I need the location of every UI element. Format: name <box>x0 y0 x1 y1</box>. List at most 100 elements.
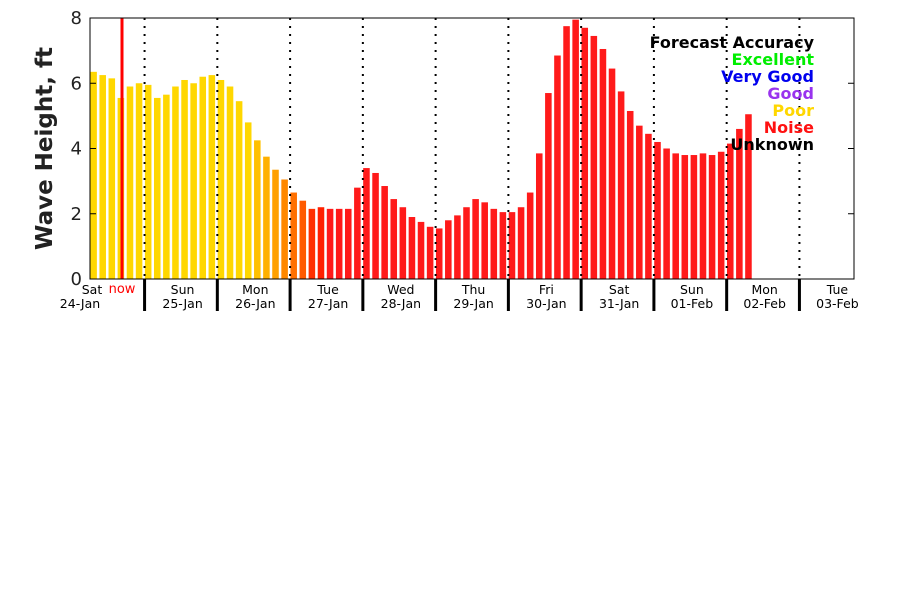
y-axis: 0 2 4 6 8 <box>71 8 854 290</box>
wave-bar <box>654 141 661 279</box>
wave-bar <box>672 153 679 279</box>
wave-bar <box>217 79 225 280</box>
wave-bar <box>517 207 525 279</box>
legend-item-label: Poor <box>772 101 814 120</box>
x-tick-label-date: 25-Jan <box>162 296 202 311</box>
legend-item-label: Good <box>767 84 814 103</box>
wave-bar <box>608 68 616 279</box>
x-tick-label-date: 01-Feb <box>671 296 714 311</box>
wave-bar <box>708 155 716 279</box>
x-tick-label-weekday: Tue <box>316 282 339 297</box>
wave-bar <box>144 84 152 279</box>
wave-bar <box>736 128 743 279</box>
wave-bar <box>726 143 734 279</box>
wave-bar <box>445 220 452 279</box>
wave-bar <box>308 208 316 279</box>
wave-bar <box>281 179 288 279</box>
wave-bar <box>599 48 607 279</box>
wave-bar <box>499 212 507 279</box>
wave-bar <box>581 27 589 279</box>
x-tick-label-weekday: Wed <box>387 282 414 297</box>
wave-bar <box>272 169 279 279</box>
x-tick-label-date: 28-Jan <box>381 296 421 311</box>
wave-bar <box>454 215 461 279</box>
wave-bar <box>181 79 188 280</box>
x-tick-label-date: 02-Feb <box>743 296 786 311</box>
legend-item-label: Very Good <box>721 67 814 86</box>
x-tick-label-date: 30-Jan <box>526 296 566 311</box>
wave-bar <box>372 172 379 279</box>
wave-bar <box>153 97 161 280</box>
wave-bar <box>163 94 170 279</box>
y-axis-label: Wave Height, ft <box>32 47 58 250</box>
wave-bar <box>526 192 534 279</box>
x-axis: Sat24-JanSun25-JanMon26-JanTue27-JanWed2… <box>60 279 859 311</box>
wave-bar <box>490 208 498 279</box>
wave-bar <box>690 155 698 279</box>
wave-bar <box>435 228 443 279</box>
legend-item-label: Excellent <box>732 50 815 69</box>
wave-bar <box>172 86 179 279</box>
day-divider-layer <box>143 18 801 279</box>
wave-bar <box>663 148 670 279</box>
wave-bar <box>508 212 516 279</box>
wave-bar <box>545 93 552 279</box>
y-tick-label: 8 <box>71 8 82 29</box>
wave-bar <box>381 186 388 279</box>
x-tick-label-weekday: Sat <box>82 282 103 297</box>
wave-bar <box>699 153 707 279</box>
wave-bar <box>135 83 143 279</box>
wave-bar <box>645 133 652 279</box>
wave-bar <box>90 71 97 279</box>
wave-bar <box>235 101 243 279</box>
wave-bar <box>99 75 106 279</box>
now-label: now <box>109 282 136 297</box>
wave-bar <box>717 151 725 279</box>
wave-bar <box>108 78 116 279</box>
y-tick-label: 4 <box>71 139 82 160</box>
wave-bar <box>208 75 216 279</box>
wave-bar <box>572 19 579 279</box>
wave-bar <box>126 86 134 279</box>
wave-bar <box>590 35 598 279</box>
wave-bar <box>317 207 325 279</box>
wave-bar <box>190 83 197 279</box>
wave-bar <box>426 226 434 279</box>
wave-bar <box>390 199 398 279</box>
wave-bar <box>535 153 543 279</box>
x-tick-label-weekday: Fri <box>539 282 554 297</box>
wave-bar <box>563 26 570 279</box>
wave-bar <box>244 122 252 280</box>
wave-bar <box>463 207 470 279</box>
x-tick-label-date: 29-Jan <box>453 296 493 311</box>
wave-bar <box>681 155 689 279</box>
wave-bar <box>299 200 307 279</box>
legend-title: Forecast Accuracy <box>650 33 815 52</box>
legend-item-label: Unknown <box>730 135 814 154</box>
y-tick-label: 6 <box>71 73 82 94</box>
wave-bar <box>417 221 425 279</box>
legend-item-label: Noise <box>764 118 814 137</box>
x-tick-label-date: 24-Jan <box>60 296 100 311</box>
wave-bar <box>354 187 361 279</box>
x-tick-label-weekday: Tue <box>826 282 849 297</box>
wave-bar <box>363 168 370 279</box>
wave-bar <box>263 156 270 279</box>
x-tick-label-date: 03-Feb <box>816 296 859 311</box>
x-tick-label-date: 26-Jan <box>235 296 275 311</box>
x-tick-label-weekday: Thu <box>461 282 485 297</box>
y-tick-label: 0 <box>71 269 82 290</box>
wave-bar <box>199 76 207 279</box>
wave-bar <box>636 125 643 279</box>
wave-bar <box>554 55 561 279</box>
now-marker-layer: now <box>109 18 136 297</box>
wave-bar <box>481 202 488 279</box>
wave-bar <box>626 110 634 279</box>
bars-layer <box>90 19 752 280</box>
wave-bar <box>399 207 407 279</box>
x-tick-label-weekday: Sun <box>171 282 195 297</box>
wave-bar <box>745 114 752 280</box>
y-tick-label: 2 <box>71 204 82 225</box>
